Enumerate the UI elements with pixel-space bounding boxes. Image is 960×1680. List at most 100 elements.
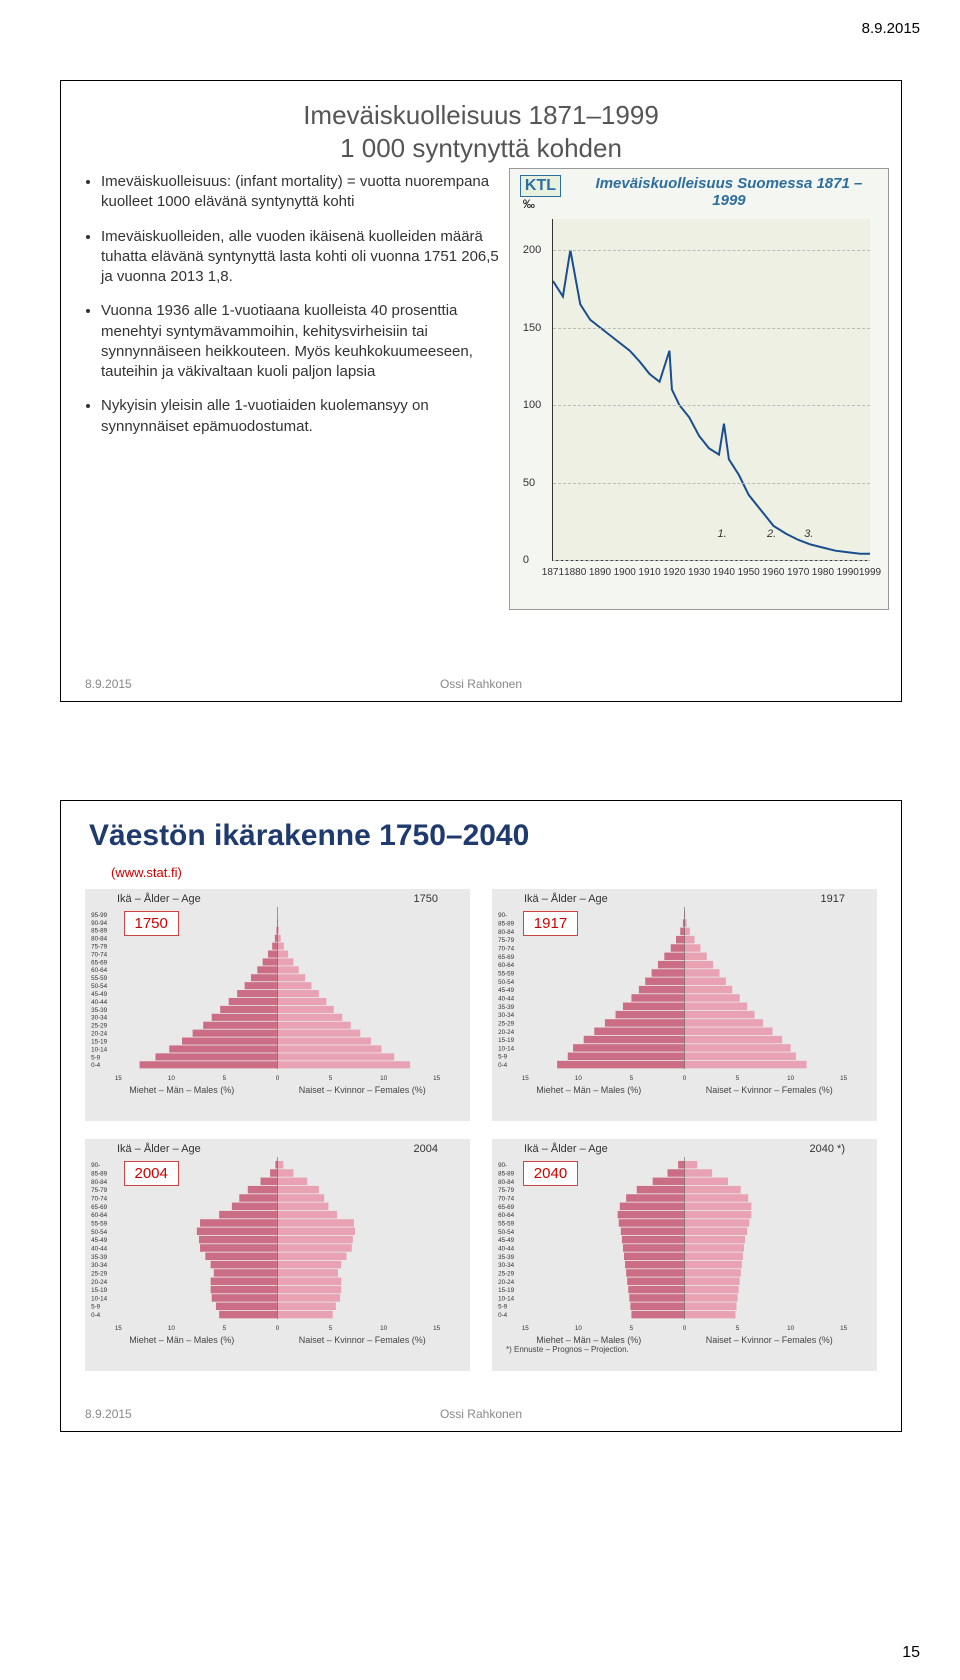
svg-text:15: 15	[840, 1325, 848, 1332]
x-tick: 1871	[542, 567, 564, 578]
y-tick: 0	[523, 554, 529, 566]
pyramid-grid: Ikä – Ålder – Age175017500-45-910-1415-1…	[85, 889, 877, 1371]
slide2-footer-author: Ossi Rahkonen	[85, 1407, 877, 1421]
pyramid-panel-2004: Ikä – Ålder – Age200420040-45-910-1415-1…	[85, 1139, 470, 1371]
svg-text:40-44: 40-44	[91, 1246, 108, 1253]
year-badge: 2040	[523, 1161, 578, 1186]
svg-text:10-14: 10-14	[91, 1296, 108, 1303]
svg-text:5: 5	[223, 1075, 227, 1082]
svg-text:50-54: 50-54	[498, 1229, 515, 1236]
svg-text:65-69: 65-69	[498, 954, 515, 961]
svg-text:25-29: 25-29	[498, 1271, 515, 1278]
svg-text:25-29: 25-29	[91, 1271, 108, 1278]
svg-text:30-34: 30-34	[498, 1012, 515, 1019]
svg-text:90-: 90-	[498, 912, 507, 919]
svg-text:20-24: 20-24	[91, 1031, 108, 1038]
bullet-4: Nykyisin yleisin alle 1-vuotiaiden kuole…	[101, 396, 501, 437]
svg-text:65-69: 65-69	[91, 1204, 108, 1211]
pyramid-panel-1750: Ikä – Ålder – Age175017500-45-910-1415-1…	[85, 889, 470, 1121]
svg-text:45-49: 45-49	[91, 991, 108, 998]
svg-text:70-74: 70-74	[498, 946, 515, 953]
svg-text:40-44: 40-44	[91, 999, 108, 1006]
x-tick: 1940	[713, 567, 735, 578]
svg-text:15-19: 15-19	[91, 1287, 108, 1294]
svg-text:60-64: 60-64	[91, 1212, 108, 1219]
svg-text:15-19: 15-19	[498, 1037, 515, 1044]
year-badge: 1917	[523, 911, 578, 936]
svg-text:70-74: 70-74	[91, 1196, 108, 1203]
svg-text:5: 5	[736, 1075, 740, 1082]
svg-text:45-49: 45-49	[498, 1237, 515, 1244]
slide1-bullets: Imeväiskuolleisuus: (infant mortality) =…	[85, 168, 509, 610]
slide-1: Imeväiskuolleisuus 1871–1999 1 000 synty…	[60, 80, 902, 702]
svg-text:0-4: 0-4	[498, 1312, 508, 1319]
svg-text:5: 5	[736, 1325, 740, 1332]
svg-text:20-24: 20-24	[498, 1029, 515, 1036]
svg-text:80-84: 80-84	[498, 1179, 515, 1186]
chart-marker: 3.	[804, 528, 813, 540]
svg-text:0: 0	[683, 1075, 687, 1082]
svg-text:5: 5	[630, 1075, 634, 1082]
chart-title: Imeväiskuolleisuus Suomessa 1871 – 1999	[580, 175, 878, 209]
svg-text:90-94: 90-94	[91, 920, 108, 927]
source-link: (www.stat.fi)	[111, 865, 182, 880]
header-date: 8.9.2015	[862, 20, 920, 37]
svg-text:75-79: 75-79	[91, 1187, 108, 1194]
svg-text:75-79: 75-79	[498, 1187, 515, 1194]
y-tick: 150	[523, 322, 541, 334]
y-tick: 100	[523, 399, 541, 411]
svg-text:0: 0	[683, 1325, 687, 1332]
svg-text:20-24: 20-24	[498, 1279, 515, 1286]
x-tick: 1880	[564, 567, 586, 578]
svg-text:85-89: 85-89	[91, 928, 108, 935]
svg-text:0: 0	[276, 1075, 280, 1082]
page-number: 15	[902, 1644, 920, 1662]
chart-marker: 1.	[717, 528, 726, 540]
x-tick: 1890	[589, 567, 611, 578]
x-tick: 1999	[859, 567, 881, 578]
x-tick: 1910	[638, 567, 660, 578]
x-tick: 1990	[837, 567, 859, 578]
page: 8.9.2015 Imeväiskuolleisuus 1871–1999 1 …	[0, 0, 960, 1680]
svg-text:10: 10	[787, 1325, 795, 1332]
svg-text:15-19: 15-19	[91, 1039, 108, 1046]
svg-text:15: 15	[433, 1075, 441, 1082]
x-tick: 1900	[614, 567, 636, 578]
svg-text:5: 5	[329, 1075, 333, 1082]
slide1-title-line1: Imeväiskuolleisuus 1871–1999	[303, 100, 659, 130]
svg-text:30-34: 30-34	[91, 1262, 108, 1269]
svg-text:10-14: 10-14	[498, 1296, 515, 1303]
svg-text:70-74: 70-74	[498, 1196, 515, 1203]
svg-text:90-: 90-	[91, 1162, 100, 1169]
svg-text:30-34: 30-34	[498, 1262, 515, 1269]
svg-text:5-9: 5-9	[91, 1304, 101, 1311]
x-tick: 1920	[663, 567, 685, 578]
bullet-3: Vuonna 1936 alle 1-vuotiaana kuolleista …	[101, 301, 501, 382]
svg-text:45-49: 45-49	[498, 987, 515, 994]
svg-text:85-89: 85-89	[498, 1171, 515, 1178]
y-tick: 50	[523, 477, 535, 489]
svg-text:60-64: 60-64	[91, 967, 108, 974]
svg-text:25-29: 25-29	[498, 1021, 515, 1028]
svg-text:85-89: 85-89	[498, 921, 515, 928]
svg-text:40-44: 40-44	[498, 996, 515, 1003]
slide-2: Väestön ikärakenne 1750–2040 (www.stat.f…	[60, 800, 902, 1432]
year-badge: 2004	[124, 1161, 179, 1186]
svg-text:40-44: 40-44	[498, 1246, 515, 1253]
svg-text:50-54: 50-54	[91, 1229, 108, 1236]
svg-text:80-84: 80-84	[91, 1179, 108, 1186]
y-tick: 200	[523, 244, 541, 256]
svg-text:95-99: 95-99	[91, 912, 108, 919]
pyramid-panel-2040: Ikä – Ålder – Age2040 *)20400-45-910-141…	[492, 1139, 877, 1371]
svg-text:0-4: 0-4	[498, 1062, 508, 1069]
pyramid-panel-1917: Ikä – Ålder – Age191719170-45-910-1415-1…	[492, 889, 877, 1121]
svg-text:10: 10	[575, 1325, 583, 1332]
svg-text:45-49: 45-49	[91, 1237, 108, 1244]
svg-text:25-29: 25-29	[91, 1023, 108, 1030]
svg-text:15: 15	[115, 1075, 123, 1082]
svg-text:60-64: 60-64	[498, 1212, 515, 1219]
svg-text:50-54: 50-54	[498, 979, 515, 986]
svg-text:10-14: 10-14	[91, 1047, 108, 1054]
svg-text:10: 10	[168, 1325, 176, 1332]
svg-text:80-84: 80-84	[498, 929, 515, 936]
